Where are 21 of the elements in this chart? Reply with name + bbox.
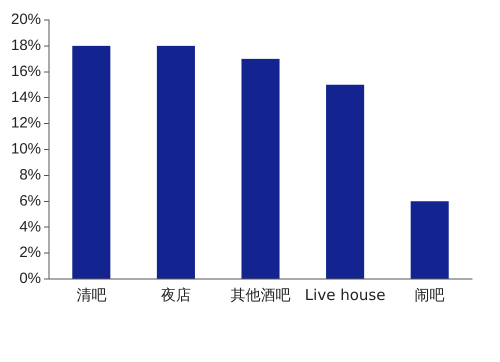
x-tick-label: 其他酒吧 <box>230 286 291 304</box>
y-tick-label: 12% <box>10 114 42 132</box>
y-tick-label: 16% <box>10 62 42 80</box>
y-tick-label: 18% <box>10 37 42 54</box>
y-tick-label: 10% <box>10 140 42 158</box>
x-tick-label: 清吧 <box>76 286 106 304</box>
y-tick-label: 0% <box>19 270 42 288</box>
x-tick-label: 闹吧 <box>414 286 445 304</box>
x-tick-label: 夜店 <box>160 286 191 304</box>
y-tick-label: 4% <box>19 218 42 236</box>
bar <box>241 58 280 278</box>
y-tick-label: 8% <box>19 166 42 184</box>
y-tick-label: 20% <box>10 11 42 28</box>
bar <box>326 84 364 278</box>
x-tick-label: Live house <box>304 286 386 304</box>
y-tick-label: 6% <box>19 192 42 210</box>
y-tick-label: 2% <box>19 244 42 262</box>
bar <box>72 46 110 278</box>
bar <box>156 46 195 278</box>
y-tick-label: 14% <box>10 88 42 106</box>
bar <box>410 201 449 278</box>
